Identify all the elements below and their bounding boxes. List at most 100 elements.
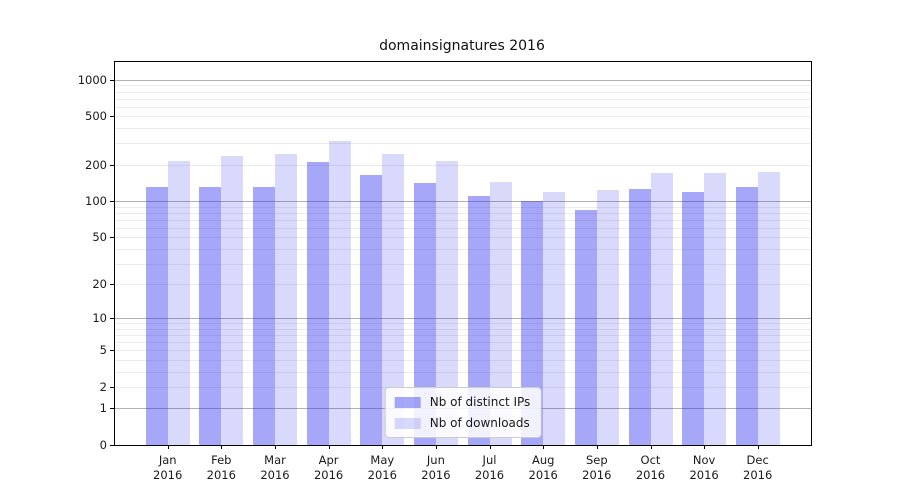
x-tick-label-feb: Feb 2016 (207, 453, 236, 483)
minor-gridline-50 (115, 237, 811, 239)
x-tick-label-apr: Apr 2016 (314, 453, 343, 483)
bar-distinct-ips-apr (306, 162, 329, 445)
bar-distinct-ips-sep (574, 209, 597, 445)
x-tick-feb (221, 445, 223, 449)
plot-area: 0 1 2 5 10 20 50 100 200 500 1000 Jan 2016 Feb 2016 Ma… (78, 61, 812, 482)
bar-downloads-jul (489, 181, 512, 445)
x-tick-label-may: May 2016 (368, 453, 397, 483)
x-label-month: Oct (640, 453, 661, 467)
major-gridline-1000 (115, 79, 811, 81)
minor-gridline-6 (115, 342, 811, 344)
y-tick-label-10: 10 (92, 311, 107, 326)
bar-downloads-nov (704, 173, 727, 445)
minor-gridline-60 (115, 227, 811, 229)
x-label-year: 2016 (260, 468, 290, 482)
x-tick-apr (328, 445, 330, 449)
bar-distinct-ips-may (360, 174, 383, 445)
y-tick-label-0: 0 (99, 438, 107, 452)
minor-gridline-90 (115, 206, 811, 208)
x-tick-label-aug: Aug 2016 (529, 453, 558, 483)
y-tick-10 (110, 318, 115, 320)
bar-downloads-mar (275, 154, 297, 445)
bar-downloads-jun (435, 160, 458, 445)
x-label-year: 2016 (367, 468, 397, 482)
x-label-year: 2016 (313, 468, 344, 482)
x-label-month: Apr (318, 453, 339, 467)
y-tick-label-100: 100 (85, 194, 107, 208)
minor-gridline-500 (115, 116, 811, 118)
bar-downloads-jan (167, 160, 190, 445)
x-axis: Jan 2016 Feb 2016 Mar 2016 Apr 2016 May 2016 Jun 20… (115, 62, 811, 482)
y-tick-0 (110, 445, 115, 446)
minor-gridline-300 (115, 143, 811, 145)
bar-distinct-ips-jul (467, 196, 490, 445)
y-tick-20 (110, 284, 115, 286)
x-tick-jul (489, 445, 491, 449)
x-tick-dec (757, 445, 759, 449)
minor-gridline-30 (115, 263, 811, 265)
x-label-month: Mar (264, 453, 286, 467)
y-tick-50 (110, 237, 115, 239)
y-tick-label-50: 50 (92, 230, 107, 245)
chart-title: domainsignatures 2016 (379, 38, 545, 54)
minor-gridline-4 (115, 359, 811, 361)
x-label-year: 2016 (153, 468, 183, 482)
bar-downloads-apr (328, 140, 351, 445)
x-label-month: Aug (531, 453, 555, 467)
x-tick-oct (650, 445, 652, 449)
x-tick-aug (543, 445, 545, 449)
major-gridline-10 (115, 318, 811, 320)
bar-distinct-ips-dec (735, 187, 758, 445)
major-gridline-100 (115, 201, 811, 202)
legend: Nb of distinct IPs Nb of downloads (384, 387, 542, 438)
gridlines-layer (115, 62, 811, 445)
x-label-year: 2016 (474, 468, 505, 482)
y-tick-label-20: 20 (92, 277, 107, 292)
y-tick-500 (110, 116, 115, 118)
x-tick-jun (435, 445, 437, 449)
x-tick-label-jun: Jun 2016 (421, 453, 450, 483)
y-tick-label-200: 200 (85, 157, 107, 172)
x-tick-label-sep: Sep 2016 (582, 453, 611, 483)
minor-gridline-400 (115, 128, 811, 130)
x-label-month: Dec (746, 453, 769, 467)
y-tick-1 (110, 408, 115, 410)
legend-label-downloads: Nb of downloads (429, 416, 530, 430)
x-tick-mar (275, 445, 276, 449)
minor-gridline-600 (115, 106, 811, 108)
x-tick-jan (167, 445, 169, 449)
minor-gridline-900 (115, 85, 811, 87)
minor-gridline-800 (115, 91, 811, 93)
y-axis: 0 1 2 5 10 20 50 100 200 500 1000 (78, 62, 811, 452)
x-label-year: 2016 (421, 468, 451, 482)
bar-distinct-ips-oct (628, 189, 651, 445)
legend-swatch-downloads (394, 417, 421, 429)
y-tick-100 (110, 201, 115, 202)
minor-gridline-20 (115, 284, 811, 286)
x-tick-label-jan: Jan 2016 (153, 453, 182, 483)
minor-gridline-80 (115, 212, 811, 214)
bar-downloads-aug (543, 191, 566, 445)
y-tick-label-2: 2 (99, 379, 107, 394)
bar-distinct-ips-jan (145, 187, 168, 445)
bar-downloads-feb (221, 156, 244, 445)
x-tick-may (382, 445, 384, 449)
minor-gridline-7 (115, 335, 811, 337)
minor-gridline-3 (115, 371, 811, 373)
x-label-month: Feb (211, 453, 232, 467)
y-tick-label-500: 500 (85, 109, 107, 124)
y-tick-2 (110, 386, 115, 388)
minor-gridline-5 (115, 350, 811, 352)
minor-gridline-200 (115, 164, 811, 166)
bar-distinct-ips-nov (682, 191, 705, 445)
bar-downloads-may (382, 154, 405, 445)
bar-distinct-ips-aug (521, 201, 544, 445)
bar-downloads-oct (650, 173, 673, 445)
minor-gridline-8 (115, 328, 811, 330)
bars-layer (115, 62, 811, 445)
y-tick-label-1: 1 (99, 401, 107, 416)
legend-item-distinct-ips: Nb of distinct IPs (394, 395, 530, 409)
x-tick-label-nov: Nov 2016 (689, 453, 718, 483)
x-label-year: 2016 (582, 468, 612, 482)
